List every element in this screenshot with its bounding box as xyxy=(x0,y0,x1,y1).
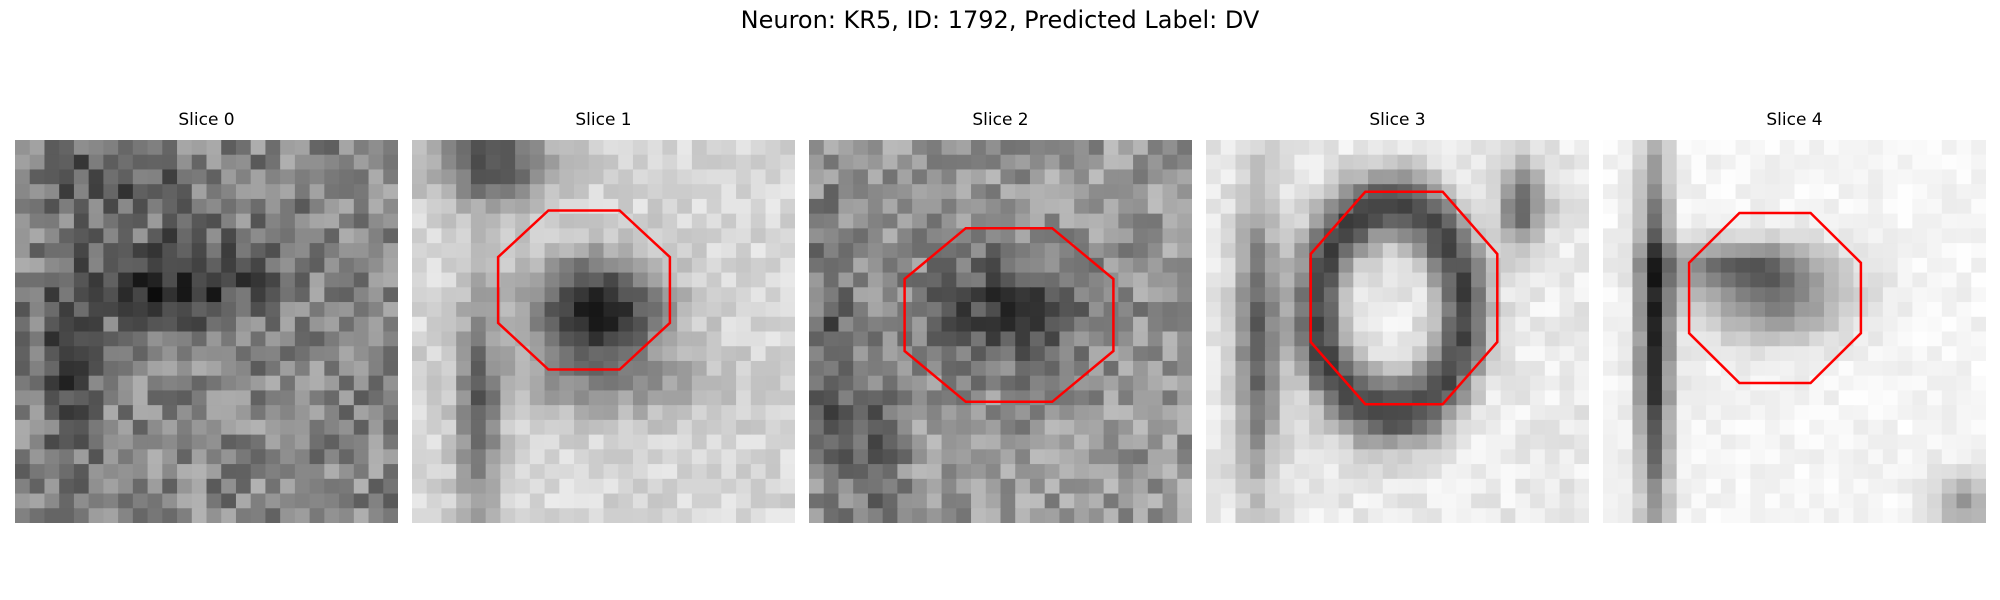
slice-title: Slice 2 xyxy=(972,110,1029,130)
slice-title: Slice 4 xyxy=(1766,110,1823,130)
slice-title: Slice 3 xyxy=(1369,110,1426,130)
slice-title: Slice 1 xyxy=(575,110,632,130)
slice-panel-2: Slice 2 xyxy=(809,108,1192,523)
slice-image xyxy=(412,140,795,523)
roi-outline xyxy=(1309,190,1499,406)
roi-outline xyxy=(496,209,672,371)
slice-panel-3: Slice 3 xyxy=(1206,108,1589,523)
slice-image xyxy=(1206,140,1589,523)
slice-panel-1: Slice 1 xyxy=(412,108,795,523)
slice-panel-4: Slice 4 xyxy=(1603,108,1986,523)
slice-panel-0: Slice 0 xyxy=(15,108,398,523)
slice-title: Slice 0 xyxy=(178,110,235,130)
figure-title: Neuron: KR5, ID: 1792, Predicted Label: … xyxy=(740,6,1260,34)
roi-outline xyxy=(903,226,1115,404)
roi-outline xyxy=(1687,211,1863,385)
slice-image xyxy=(15,140,398,523)
slice-image xyxy=(1603,140,1986,523)
slice-image xyxy=(809,140,1192,523)
